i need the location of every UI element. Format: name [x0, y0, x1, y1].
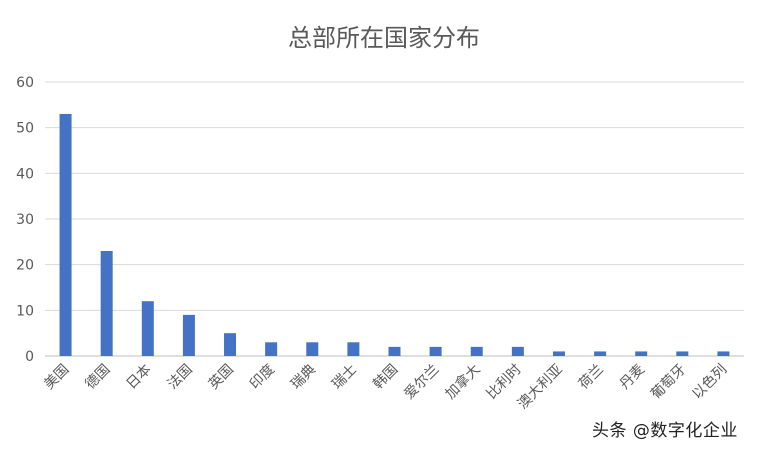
bar [224, 333, 237, 356]
x-tick-label: 韩国 [370, 362, 401, 393]
x-tick-label: 美国 [41, 362, 72, 393]
x-tick-label: 加拿大 [442, 361, 484, 403]
bar [676, 351, 689, 356]
bar [388, 346, 401, 356]
y-tick-label: 60 [16, 75, 34, 91]
bars [59, 113, 730, 356]
x-tick-label: 瑞士 [329, 362, 360, 393]
x-tick-label: 印度 [247, 362, 278, 393]
x-tick-label: 荷兰 [576, 362, 607, 393]
x-tick-label: 澳大利亚 [515, 362, 566, 413]
x-tick-label: 日本 [124, 362, 155, 393]
x-tick-label: 瑞典 [288, 362, 319, 393]
bar [59, 113, 72, 356]
x-tick-label: 法国 [165, 362, 196, 393]
x-tick-label: 丹麦 [617, 362, 648, 393]
x-tick-label: 葡萄牙 [648, 362, 689, 403]
bar [347, 342, 360, 356]
y-tick-label: 10 [16, 303, 34, 319]
bar [635, 351, 648, 356]
x-tick-label: 爱尔兰 [401, 362, 442, 403]
bar [511, 346, 524, 356]
y-tick-label: 50 [16, 121, 34, 137]
y-tick-label: 0 [25, 349, 34, 365]
bar [594, 351, 607, 356]
bar [306, 342, 319, 356]
chart-title: 总部所在国家分布 [288, 24, 480, 52]
x-tick-label: 德国 [82, 362, 113, 393]
bar [100, 250, 113, 356]
y-tick-label: 30 [16, 212, 34, 228]
x-tick-label: 英国 [205, 361, 237, 393]
bar [265, 342, 278, 356]
watermark: 头条 @数字化企业 [592, 421, 738, 441]
x-tick-label: 以色列 [689, 361, 731, 403]
bar [717, 351, 730, 356]
bar [552, 351, 565, 356]
bar [429, 346, 442, 356]
y-tick-label: 40 [16, 166, 34, 182]
gridlines [45, 81, 744, 357]
y-axis-ticks: 0 10 20 30 40 50 60 [16, 75, 34, 365]
bar [182, 314, 195, 356]
bar [141, 301, 154, 356]
bar [470, 346, 483, 356]
y-tick-label: 20 [16, 258, 34, 274]
